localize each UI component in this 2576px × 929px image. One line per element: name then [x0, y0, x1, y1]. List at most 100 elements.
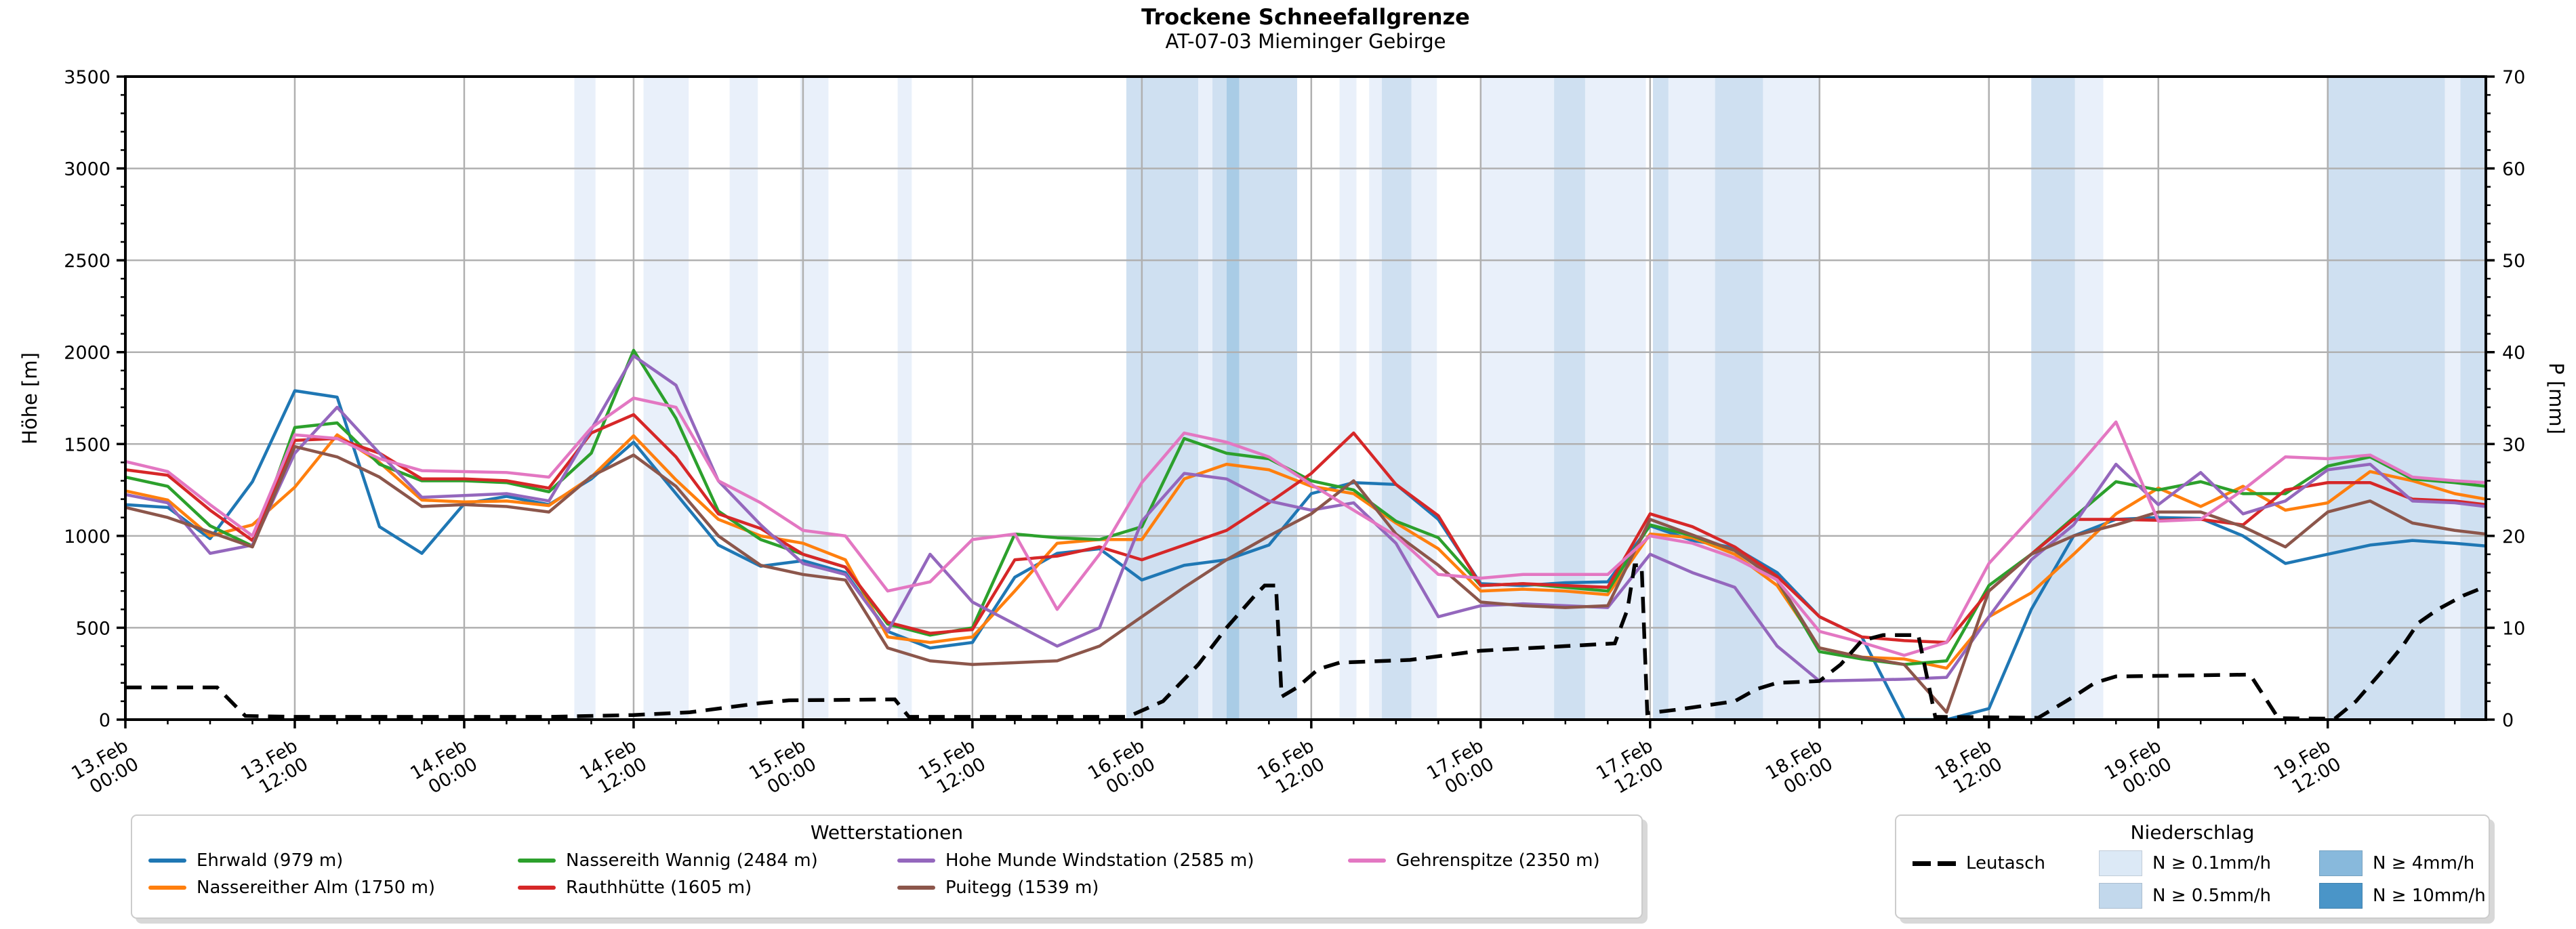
x-tick-label: 18.Feb00:00: [1762, 735, 1837, 802]
precip-band-level-1: [574, 77, 596, 720]
legend-line-swatch: [148, 886, 186, 890]
axis-ticks: [117, 75, 2495, 728]
y-right-tick-label: 40: [2502, 343, 2525, 364]
precip-intensity-bands: [574, 77, 2486, 720]
precip-band-level-2: [1239, 77, 1298, 720]
legend-precip-title: Niederschlag: [2130, 821, 2255, 844]
legend-precipitation: Niederschlag Leutasch N ≥ 0.1mm/h N ≥ 4mm/…: [1895, 814, 2490, 919]
legend-item-precip-level-4: N ≥ 10mm/h: [2319, 883, 2489, 909]
legend-line-swatch: [518, 886, 556, 890]
series-nassereith-wannig: [125, 348, 2486, 666]
precip-band-level-1: [1198, 77, 1213, 720]
precip-band-level-2: [1381, 77, 1412, 720]
series-rauthhuette: [125, 413, 2486, 644]
legend-item-hohe: Hohe Munde Windstation (2585 m): [897, 850, 1348, 871]
precip-band-level-1: [1585, 77, 1646, 720]
y-left-tick-label: 500: [75, 618, 110, 639]
y-right-tick-label: 50: [2502, 251, 2525, 272]
legend-patch-swatch: [2099, 850, 2142, 876]
legend-item-label: Hohe Munde Windstation (2585 m): [945, 850, 1254, 871]
legend-item-puitegg: Puitegg (1539 m): [897, 878, 1348, 898]
x-tick-label: 15.Feb00:00: [745, 735, 820, 802]
x-tick-label: 16.Feb00:00: [1084, 735, 1159, 802]
x-tick-label: 17.Feb12:00: [1593, 735, 1667, 802]
station-series: [125, 348, 2486, 720]
y-left-tick-label: 0: [99, 710, 110, 731]
precip-band-level-1: [729, 77, 758, 720]
legend-patch-swatch: [2099, 883, 2142, 909]
legend-item-label: N ≥ 0.5mm/h: [2152, 886, 2272, 906]
y-left-tick-label: 3500: [64, 67, 110, 88]
legend-line-swatch: [1348, 859, 1386, 863]
chart-title: Trockene Schneefallgrenze: [1141, 4, 1470, 30]
y-right-tick-label: 0: [2502, 710, 2514, 731]
gridlines: [125, 77, 2486, 720]
precip-band-level-2: [2460, 77, 2486, 720]
legend-item-label: Leutasch: [1966, 853, 2045, 873]
precip-band-level-2: [1212, 77, 1227, 720]
y-right-tick-label: 60: [2502, 159, 2525, 180]
legend-item-nassereither: Nassereither Alm (1750 m): [148, 878, 518, 898]
legend-item-label: N ≥ 10mm/h: [2373, 886, 2486, 906]
legend-item-label: Nassereither Alm (1750 m): [197, 878, 436, 898]
precip-band-level-1: [1668, 77, 1715, 720]
legend-item-precip-level-1: N ≥ 0.1mm/h: [2099, 850, 2319, 876]
legend-stations-entries: Ehrwald (979 m) Nassereith Wannig (2484 m…: [148, 850, 1641, 898]
y-right-tick-label: 10: [2502, 618, 2525, 639]
y-right-tick-label: 70: [2502, 67, 2525, 88]
x-tick-label: 13.Feb00:00: [68, 735, 142, 802]
y-left-tick-label: 2000: [64, 343, 110, 364]
x-tick-label: 14.Feb00:00: [407, 735, 481, 802]
series-ehrwald: [125, 389, 2486, 720]
legend-patch-swatch: [2319, 883, 2363, 909]
precip-band-level-2: [1554, 77, 1585, 720]
x-tick-label: 17.Feb00:00: [1423, 735, 1498, 802]
x-tick-label: 18.Feb12:00: [1931, 735, 2006, 802]
precip-band-level-1: [1480, 77, 1555, 720]
precip-band-level-1: [897, 77, 912, 720]
legend-line-swatch: [518, 859, 556, 863]
legend-item-label: Puitegg (1539 m): [945, 878, 1099, 898]
precip-band-level-2: [2031, 77, 2075, 720]
legend-patch-swatch: [2319, 850, 2363, 876]
y-right-tick-label: 20: [2502, 527, 2525, 548]
legend-stations-title: Wetterstationen: [810, 821, 964, 844]
legend-item-label: N ≥ 0.1mm/h: [2152, 853, 2272, 873]
y-left-tick-label: 3000: [64, 159, 110, 180]
legend-line-swatch: [897, 886, 935, 890]
legend-precip-entries: Leutasch N ≥ 0.1mm/h N ≥ 4mm/h N ≥ 0.5mm/h N…: [1913, 850, 2489, 909]
legend-item-label: Gehrenspitze (2350 m): [1396, 850, 1600, 871]
y-left-tick-label: 1000: [64, 527, 110, 548]
precip-band-level-1: [1339, 77, 1357, 720]
precip-band-level-2: [1126, 77, 1199, 720]
legend-item-ehrwald: Ehrwald (979 m): [148, 850, 518, 871]
precip-band-level-1: [2074, 77, 2104, 720]
series-hohe-munde-windstation: [125, 354, 2486, 683]
series-leutasch: [125, 563, 2486, 720]
legend-item-label: Nassereith Wannig (2484 m): [566, 850, 818, 871]
y-left-tick-label: 1500: [64, 434, 110, 455]
plot-spines: [124, 75, 2487, 721]
precip-band-level-1: [2445, 77, 2461, 720]
series-gehrenspitze: [125, 396, 2486, 657]
legend-item-label: Rauthhütte (1605 m): [566, 878, 752, 898]
legend-weather-stations: Wetterstationen Ehrwald (979 m) Nassereit…: [131, 814, 1643, 919]
precip-band-level-2: [2327, 77, 2445, 720]
legend-item-rauthhütte: Rauthhütte (1605 m): [518, 878, 897, 898]
legend-item-nassereith: Nassereith Wannig (2484 m): [518, 850, 897, 871]
x-tick-label: 16.Feb12:00: [1254, 735, 1328, 802]
x-tick-label: 19.Feb12:00: [2270, 735, 2345, 802]
precip-band-level-1: [1763, 77, 1820, 720]
legend-item-precip-level-3: N ≥ 4mm/h: [2319, 850, 2489, 876]
legend-line-swatch: [897, 859, 935, 863]
precip-band-level-2: [1652, 77, 1669, 720]
precip-band-level-1: [1411, 77, 1437, 720]
x-tick-label: 13.Feb12:00: [237, 735, 312, 802]
series-puitegg: [125, 445, 2486, 714]
legend-line-swatch: [148, 859, 186, 863]
x-tick-label: 15.Feb12:00: [915, 735, 989, 802]
legend-item-gehrenspitze: Gehrenspitze (2350 m): [1348, 850, 1641, 871]
legend-item-label: Ehrwald (979 m): [197, 850, 344, 871]
